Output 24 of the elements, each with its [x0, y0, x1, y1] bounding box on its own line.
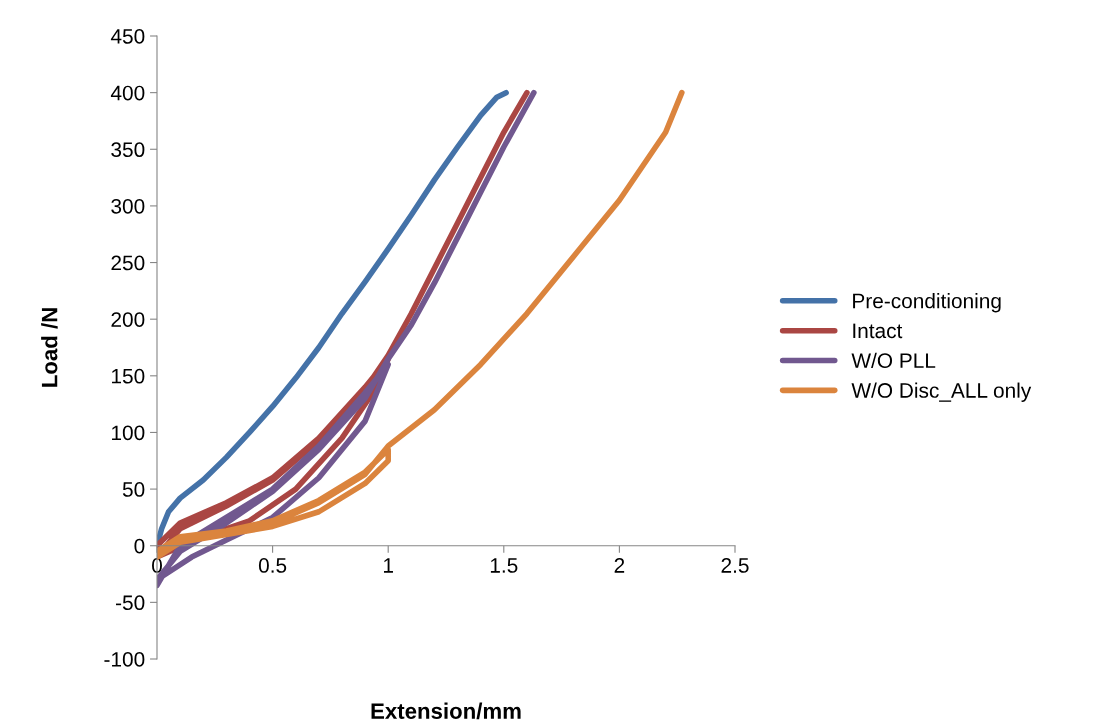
- x-axis-title: Extension/mm: [371, 702, 521, 720]
- y-tick-label: -50: [116, 595, 145, 611]
- x-tick-label: 0.5: [258, 558, 287, 573]
- y-tick-label: 250: [111, 255, 145, 271]
- x-tick-label: 0: [152, 558, 162, 573]
- legend-label: Intact: [853, 323, 903, 339]
- y-tick-label: 150: [112, 368, 145, 384]
- legend-label: Pre-conditioning: [853, 293, 1001, 313]
- y-tick-label: 50: [122, 482, 145, 497]
- y-tick-label: -100: [104, 652, 145, 667]
- y-tick-label: 200: [111, 312, 145, 327]
- y-tick-label: 450: [110, 29, 145, 44]
- y-tick-label: 100: [112, 425, 145, 441]
- legend-label: W/O Disc_ALL only: [851, 382, 1032, 402]
- x-tick-label: 1: [384, 558, 393, 573]
- y-tick-label: 0: [134, 538, 145, 554]
- x-tick-label: 1.5: [490, 558, 518, 573]
- x-tick-label: 2: [614, 558, 625, 573]
- legend-label: W/O PLL: [851, 352, 936, 369]
- y-tick-label: 400: [110, 85, 145, 101]
- y-tick-label: 300: [111, 198, 145, 214]
- y-axis-title: Load /N: [41, 308, 58, 387]
- y-tick-label: 350: [111, 142, 145, 158]
- x-tick-label: 2.5: [721, 558, 749, 573]
